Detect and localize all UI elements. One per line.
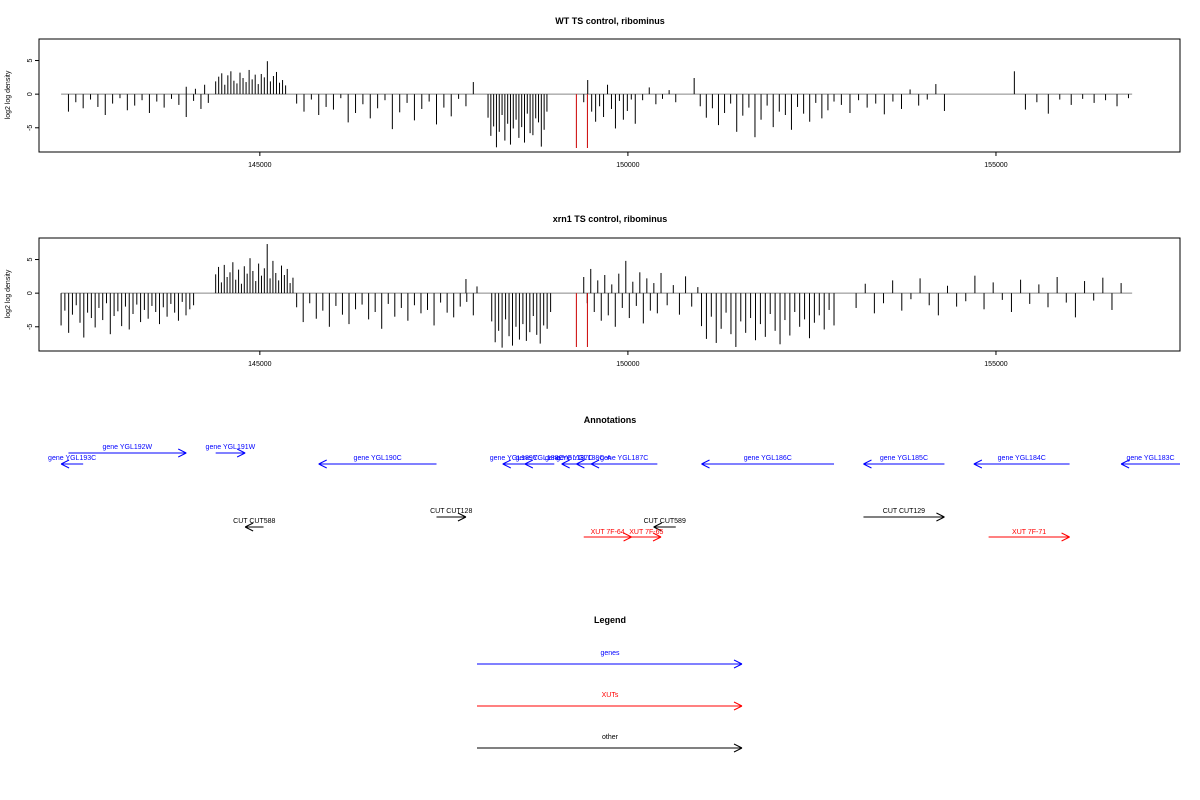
gene-label: gene YGL188C-A — [556, 455, 611, 462]
xut-label: XUT 7F-65 — [629, 529, 663, 536]
gene-arrow — [502, 459, 525, 469]
x-tick-label: 150000 — [616, 162, 639, 169]
y-tick-label: -5 — [27, 125, 34, 131]
gene-label: gene YGL187C — [600, 455, 648, 462]
xut-arrow — [583, 532, 632, 542]
annotation-features: gene YGL193C gene YGL192W gene YGL191W gene… — [48, 444, 1180, 542]
x-tick-label: 150000 — [616, 361, 639, 368]
xut-arrow — [988, 532, 1070, 542]
gene-arrow — [524, 459, 555, 469]
gene-label: gene YGL191W — [206, 444, 256, 451]
wt-panel-title: WT TS control, ribominus — [555, 16, 665, 26]
gene-label: gene YGL185C — [880, 455, 928, 462]
cut-label: CUT CUT128 — [430, 508, 472, 515]
wt-red-markers — [575, 94, 588, 148]
cut-label: CUT CUT588 — [233, 518, 275, 525]
legend-arrow — [477, 659, 743, 669]
xut-label: XUT 7F-71 — [1012, 529, 1046, 536]
legend-arrow — [477, 743, 743, 753]
gene-label: gene YGL184C — [998, 455, 1046, 462]
legend-label: other — [602, 734, 619, 741]
xrn1-red-markers — [575, 293, 588, 347]
gene-arrow — [318, 459, 437, 469]
wt-plot-frame — [38, 38, 1181, 153]
cut-label: CUT CUT589 — [644, 518, 686, 525]
legend-label: XUTs — [602, 692, 619, 699]
xrn1-density-panel: xrn1 TS control, ribominus log2 log dens… — [5, 214, 1181, 368]
gene-label: gene YGL187C — [545, 455, 593, 462]
cut-arrow — [244, 522, 264, 532]
xut-label: XUT 7F-64 — [591, 529, 625, 536]
y-tick-label: 5 — [27, 58, 34, 62]
gene-arrow — [973, 459, 1070, 469]
xrn1-plot-frame — [38, 237, 1181, 352]
gene-arrow — [215, 448, 246, 458]
x-tick-label: 145000 — [248, 162, 271, 169]
xrn1-x-ticks: 145000 150000 155000 — [248, 351, 1008, 368]
xrn1-density-bars — [60, 244, 1133, 348]
gene-label: gene YGL188C — [515, 455, 563, 462]
gene-arrow — [1120, 459, 1180, 469]
gene-label: gene YGL190C — [354, 455, 402, 462]
wt-density-bars — [61, 61, 1133, 148]
gene-arrow — [561, 459, 577, 469]
y-tick-label: 0 — [27, 92, 34, 96]
x-tick-label: 155000 — [984, 162, 1007, 169]
y-tick-label: 0 — [27, 291, 34, 295]
cut-label: CUT CUT129 — [883, 508, 925, 515]
legend-arrow — [477, 701, 743, 711]
gene-label: gene YGL193C — [48, 455, 96, 462]
annotations-title: Annotations — [584, 415, 637, 425]
gene-label: gene YGL192W — [102, 444, 152, 451]
gene-arrow — [60, 459, 84, 469]
gene-label: gene YGL183C — [1126, 455, 1174, 462]
wt-density-panel: WT TS control, ribominus log2 log densit… — [5, 16, 1181, 169]
gene-arrow — [863, 459, 945, 469]
legend-items: genes XUTs other — [477, 650, 743, 753]
gene-arrow — [590, 459, 658, 469]
gene-label: gene YGL186C — [744, 455, 792, 462]
wt-x-ticks: 145000 150000 155000 — [248, 152, 1008, 169]
x-tick-label: 155000 — [984, 361, 1007, 368]
gene-arrow — [701, 459, 835, 469]
gene-arrow — [576, 459, 592, 469]
legend-title: Legend — [594, 615, 626, 625]
wt-y-axis-label: log2 log density — [5, 70, 12, 119]
cut-arrow — [653, 522, 676, 532]
gene-arrow — [68, 448, 187, 458]
y-tick-label: 5 — [27, 257, 34, 261]
legend-label: genes — [600, 650, 620, 657]
gene-label: gene YGL189C — [490, 455, 538, 462]
xrn1-panel-title: xrn1 TS control, ribominus — [553, 214, 668, 224]
xrn1-y-axis-label: log2 log density — [5, 269, 12, 318]
xrn1-y-ticks: -5 0 5 — [27, 257, 39, 330]
wt-y-ticks: -5 0 5 — [27, 58, 39, 131]
y-tick-label: -5 — [27, 324, 34, 330]
cut-arrow — [436, 512, 467, 522]
cut-arrow — [863, 512, 945, 522]
legend-panel: Legend genes XUTs other — [477, 615, 743, 753]
x-tick-label: 145000 — [248, 361, 271, 368]
xut-arrow — [631, 532, 662, 542]
